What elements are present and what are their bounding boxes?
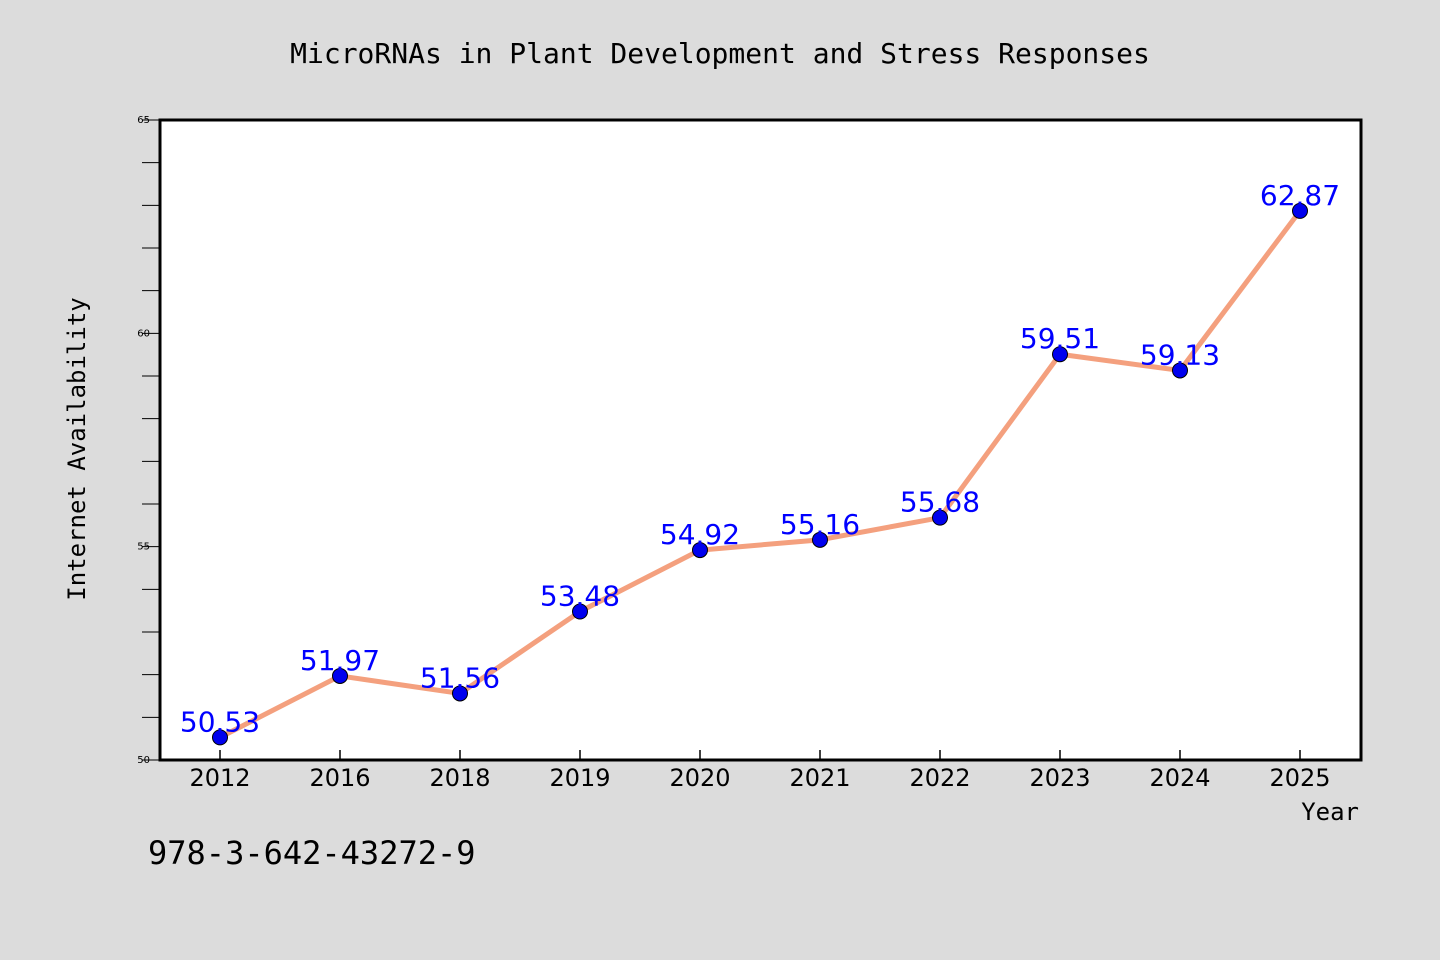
data-label: 55.16 — [780, 508, 860, 541]
series-layer — [212, 202, 1308, 746]
data-label: 54.92 — [660, 518, 740, 551]
plot-area — [158, 118, 1363, 762]
isbn-footer: 978-3-642-43272-9 — [148, 834, 476, 872]
y-tick-label: 60 — [137, 328, 150, 339]
data-label: 50.53 — [180, 705, 260, 738]
series-line — [217, 208, 1303, 740]
data-point — [1292, 202, 1308, 219]
chart-title: MicroRNAs in Plant Development and Stres… — [290, 37, 1150, 70]
data-labels: 50.53 51.97 51.56 53.48 54.92 55.16 55.68 59.51… — [180, 179, 1340, 739]
data-label: 55.68 — [900, 486, 980, 519]
x-tick-label: 2020 — [669, 764, 730, 792]
x-axis-label: Year — [1301, 798, 1359, 826]
x-tick-label: 2025 — [1269, 764, 1330, 792]
x-axis: 2012 2016 2018 2019 2020 2021 2022 2023 2024 2025 — [189, 750, 1331, 792]
y-axis-label: Internet Availability — [63, 297, 91, 600]
data-label: 51.97 — [300, 644, 380, 677]
data-point — [1172, 362, 1188, 379]
x-tick-label: 2019 — [549, 764, 610, 792]
x-tick-label: 2023 — [1029, 764, 1090, 792]
data-point — [452, 685, 468, 702]
x-tick-label: 2016 — [309, 764, 370, 792]
y-axis: 50 55 60 65 — [137, 115, 160, 766]
data-point — [572, 603, 588, 620]
x-tick-label: 2012 — [189, 764, 250, 792]
data-point — [1052, 346, 1068, 363]
x-tick-label: 2018 — [429, 764, 490, 792]
y-tick-label: 65 — [137, 115, 150, 126]
x-tick-label: 2021 — [789, 764, 850, 792]
data-label: 51.56 — [420, 661, 500, 694]
data-label: 59.13 — [1140, 338, 1220, 371]
data-label: 59.51 — [1020, 322, 1100, 355]
data-point — [332, 667, 348, 684]
data-point — [812, 531, 828, 548]
data-point — [212, 729, 228, 746]
data-label: 53.48 — [540, 580, 620, 613]
data-point — [692, 542, 708, 559]
data-label: 62.87 — [1260, 179, 1340, 212]
data-point — [932, 509, 948, 526]
x-tick-label: 2022 — [909, 764, 970, 792]
x-tick-label: 2024 — [1149, 764, 1210, 792]
y-tick-label: 55 — [137, 542, 150, 553]
y-tick-label: 50 — [137, 755, 150, 766]
